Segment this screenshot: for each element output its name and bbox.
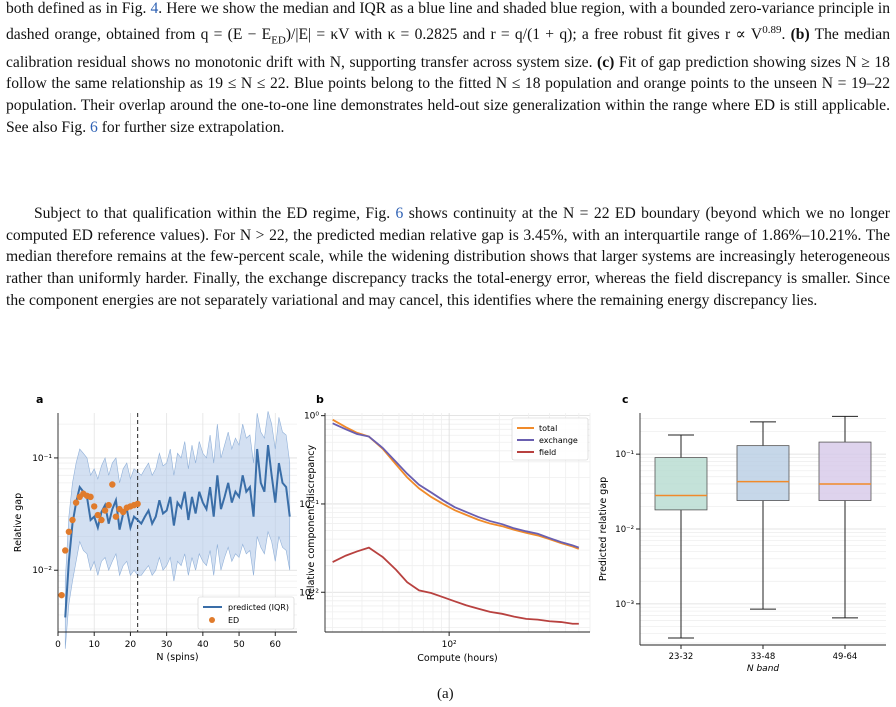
y-axis-label: Predicted relative gap: [598, 477, 609, 581]
text-run: The median calibration residual shows no…: [6, 25, 890, 71]
ed-point: [58, 591, 65, 599]
ed-point: [127, 503, 134, 510]
y-axis-label: Relative component discrepancy: [306, 445, 317, 601]
y-axis-label: Relative gap: [13, 493, 24, 552]
paragraph-caption-continuation: both defined as in Fig. 4. Here we show …: [6, 0, 890, 139]
box-23-32: [654, 434, 708, 639]
text-run: both defined as in Fig.: [6, 0, 151, 17]
iqr-band: [64, 411, 291, 649]
x-tick-label: 60: [270, 640, 282, 650]
y-tick-label: 10⁻¹: [299, 500, 319, 510]
x-tick-label: 49-64: [833, 652, 858, 662]
x-tick-label: 33-48: [751, 652, 776, 662]
chart-panel-c: 23-32 33-48 49-64 10⁻³ 10⁻² 10⁻¹ N band Predict…: [598, 413, 886, 674]
series-line-total: [332, 418, 580, 550]
ed-point: [87, 493, 94, 501]
ed-point: [134, 500, 141, 508]
legend-label-exchange: exchange: [539, 436, 578, 445]
figure-link[interactable]: 6: [395, 205, 404, 222]
iqr-box: [736, 445, 790, 501]
y-tick-label: 10⁻¹: [615, 450, 634, 460]
legend-box: [511, 417, 589, 461]
x-tick-label: 10²: [442, 640, 457, 650]
y-tick-label: 10⁰: [304, 412, 319, 422]
iqr-box: [654, 457, 708, 511]
y-tick-label: 10⁻¹: [32, 454, 52, 464]
ed-point: [101, 507, 109, 514]
ed-point: [130, 501, 138, 509]
bold-label-c: (c): [597, 53, 615, 71]
ed-point: [123, 504, 131, 511]
y-tick-label: 10⁻²: [32, 566, 52, 576]
ed-point: [76, 493, 83, 501]
subscript: ED: [271, 34, 286, 46]
legend-label-total: total: [539, 424, 557, 433]
figure-caption-label: (a): [437, 686, 454, 702]
iqr-box: [818, 441, 872, 501]
panel-label-a: a: [36, 393, 43, 406]
x-tick-label: 20: [125, 640, 137, 650]
figure-link[interactable]: 6: [90, 118, 98, 136]
text-run: Fit of gap prediction showing sizes N ≥ …: [6, 53, 890, 136]
panel-label-c: c: [622, 393, 629, 406]
y-tick-label: 10⁻²: [299, 588, 319, 598]
text-run: )/|E| = κV with κ = 0.2825 and r = q/(1 …: [285, 25, 763, 43]
text-run: .: [781, 25, 791, 43]
ed-point: [105, 501, 112, 509]
ed-point: [109, 481, 116, 488]
series-line-field: [332, 546, 579, 625]
ed-point: [72, 499, 80, 506]
predicted-median-line: [64, 445, 291, 618]
ed-point: [65, 528, 73, 535]
paragraph-body: Subject to that qualification within the…: [6, 203, 890, 312]
ed-point: [62, 547, 69, 554]
ed-point: [91, 503, 98, 510]
x-axis-label: N (spins): [156, 652, 198, 663]
text-run: . Here we show the median and IQR as a b…: [6, 0, 890, 43]
x-axis-label: N band: [747, 664, 780, 674]
legend-label-ed: ED: [228, 616, 239, 625]
bold-label-b: (b): [790, 25, 810, 43]
panel-label-b: b: [316, 393, 324, 406]
chart-panel-a: 0 10 20 30 40 50 60 10⁻² 10⁻¹ N (spins) Relative g…: [13, 411, 297, 663]
x-tick-label: 30: [161, 640, 173, 650]
ed-point: [98, 516, 105, 524]
x-tick-label: 50: [233, 640, 245, 650]
series-line-exchange: [332, 422, 580, 549]
x-axis-label: Compute (hours): [417, 653, 497, 664]
ed-point: [83, 492, 91, 499]
x-tick-label: 10: [88, 640, 100, 650]
box-49-64: [818, 415, 872, 619]
ed-point: [69, 516, 76, 524]
chart-panel-b: 10² 10⁻² 10⁻¹ 10⁰ Compute (hours) Relative co…: [299, 412, 591, 664]
legend-swatch-ed: [209, 617, 215, 623]
text-run: for further size extrapolation.: [97, 118, 285, 136]
figure-link[interactable]: 4: [150, 0, 159, 17]
x-tick-label: 40: [197, 640, 209, 650]
x-tick-label: 0: [55, 640, 61, 650]
text-run: shows continuity at the N = 22 ED bounda…: [6, 205, 890, 309]
ed-point: [80, 490, 87, 497]
x-tick-label: 23-32: [669, 652, 694, 662]
ed-point: [94, 511, 102, 519]
y-tick-label: 10⁻³: [615, 600, 634, 610]
ed-point: [112, 513, 120, 520]
box-33-48: [736, 421, 790, 610]
y-tick-label: 10⁻²: [615, 525, 634, 535]
superscript: 0.89: [762, 23, 782, 36]
legend-label-field: field: [539, 448, 556, 457]
legend-box: [197, 596, 295, 630]
text-run: Subject to that qualification within the…: [34, 205, 396, 222]
ed-point: [119, 508, 127, 516]
ed-point: [116, 505, 123, 513]
legend-label-predicted: predicted (IQR): [228, 603, 289, 612]
